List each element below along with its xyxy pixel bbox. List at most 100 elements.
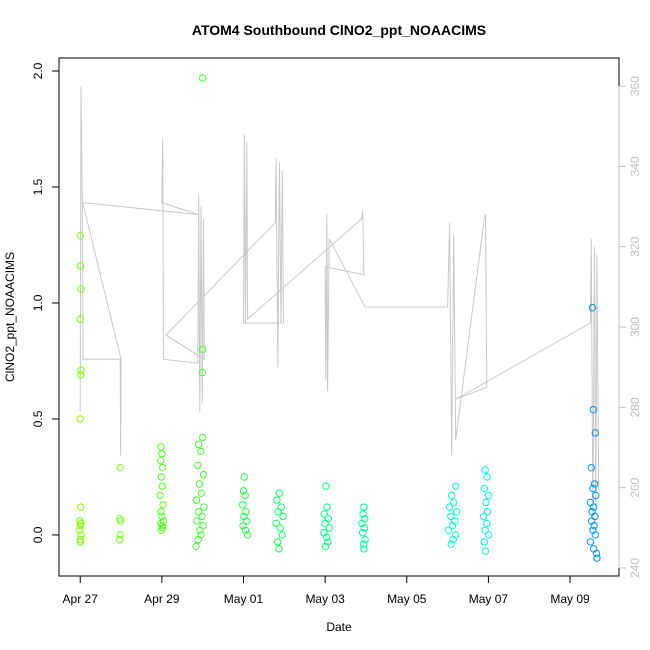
point <box>76 503 85 511</box>
point <box>588 303 597 312</box>
point <box>482 498 490 507</box>
point <box>275 545 283 553</box>
point <box>586 538 595 546</box>
point <box>243 517 251 525</box>
point <box>274 508 282 516</box>
point <box>445 503 454 511</box>
point <box>195 480 204 488</box>
point <box>447 512 455 521</box>
point <box>157 508 165 516</box>
x-tick-label: May 03 <box>305 592 345 606</box>
point <box>589 484 597 493</box>
point <box>589 545 598 553</box>
y-tick-label: 0.0 <box>31 526 45 543</box>
point <box>238 501 247 509</box>
point <box>193 517 201 525</box>
point <box>444 526 453 535</box>
point <box>360 503 368 511</box>
point <box>198 512 206 521</box>
point <box>196 447 205 456</box>
point <box>77 285 85 293</box>
point <box>591 531 600 539</box>
point <box>448 521 457 530</box>
point <box>452 482 460 490</box>
point <box>590 480 599 488</box>
point <box>483 519 491 528</box>
point <box>590 521 598 530</box>
x-axis-label: Date <box>326 620 352 634</box>
point <box>279 512 287 521</box>
point <box>320 528 328 537</box>
point <box>241 491 249 500</box>
point <box>589 405 597 414</box>
y2-tick-label: 320 <box>628 236 642 256</box>
x-tick-label: May 09 <box>550 592 590 606</box>
point <box>192 542 200 551</box>
point <box>243 531 252 539</box>
y2-tick-label: 360 <box>628 76 642 96</box>
point <box>447 540 455 548</box>
point <box>241 526 250 535</box>
point <box>481 547 490 555</box>
point <box>277 503 286 511</box>
point <box>77 531 85 539</box>
point <box>192 496 201 504</box>
y2-tick-label: 340 <box>628 156 642 176</box>
point <box>198 368 206 377</box>
point <box>76 315 84 323</box>
point <box>591 429 600 437</box>
point <box>157 473 166 481</box>
point <box>156 457 165 465</box>
point <box>276 524 284 532</box>
point <box>239 487 248 495</box>
point <box>194 440 203 449</box>
point <box>481 466 489 474</box>
point <box>275 489 284 497</box>
point <box>361 535 369 544</box>
point <box>273 496 281 504</box>
x-tick-label: May 05 <box>387 592 427 606</box>
point <box>76 526 84 535</box>
x-tick-label: Apr 27 <box>63 592 99 606</box>
point <box>323 533 331 541</box>
line <box>79 86 600 520</box>
point <box>158 463 167 472</box>
point <box>359 510 367 518</box>
point <box>321 519 329 528</box>
point <box>197 531 205 539</box>
point <box>242 508 250 516</box>
point <box>198 345 207 354</box>
y2-tick-label: 260 <box>628 477 642 497</box>
point <box>592 549 601 558</box>
point <box>589 503 598 511</box>
y2-tick-label: 300 <box>628 317 642 337</box>
x-tick-label: May 07 <box>469 592 509 606</box>
point <box>199 470 208 479</box>
point <box>320 510 329 518</box>
point <box>240 473 249 481</box>
y2-tick-label: 240 <box>628 558 642 578</box>
point <box>480 484 489 493</box>
x-tick-label: Apr 29 <box>144 592 180 606</box>
point <box>196 526 204 535</box>
y-tick-label: 1.5 <box>31 178 45 195</box>
point <box>592 491 600 500</box>
point <box>156 491 164 500</box>
point <box>479 512 488 521</box>
y-tick-label: 2.0 <box>31 62 45 79</box>
point <box>274 538 282 546</box>
y-tick-label: 1.0 <box>31 294 45 311</box>
point <box>77 366 85 374</box>
point <box>159 501 167 509</box>
plot-box <box>58 57 620 577</box>
y2-tick-label: 280 <box>628 397 642 417</box>
point <box>194 535 202 544</box>
point <box>484 491 493 500</box>
point <box>158 512 166 521</box>
point <box>483 473 491 481</box>
point <box>116 535 124 544</box>
point <box>156 519 165 528</box>
y-axis-label: ClNO2_ppt_NOAACIMS <box>3 252 17 382</box>
point <box>359 540 368 548</box>
